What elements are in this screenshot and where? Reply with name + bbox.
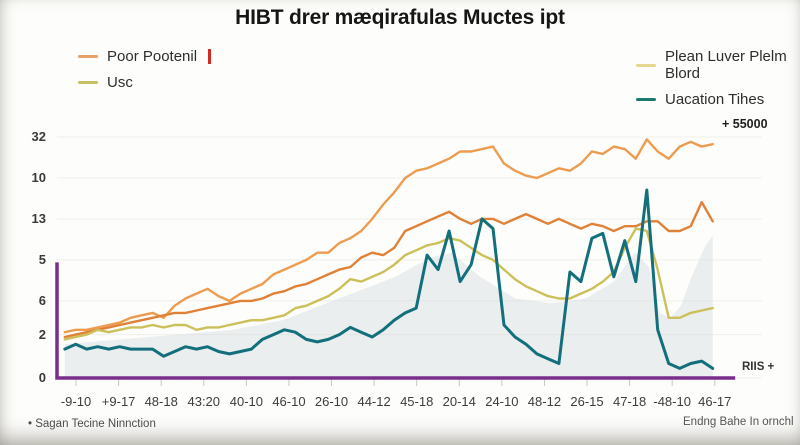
legend-item: Plean Luver Plelm Blord (636, 48, 800, 82)
legend-left: Poor Pootenil Usc (78, 48, 212, 91)
legend-label: Plean Luver Plelm Blord (665, 48, 787, 82)
footnote-right: Endng Bahe In ornchl (683, 416, 794, 428)
legend-swatch (78, 81, 98, 84)
legend-label: Usc (107, 74, 133, 91)
legend-item: Usc (78, 74, 211, 91)
series-line-poor-pootenil (63, 138, 714, 334)
x-tick-label: 26-15 (570, 394, 604, 409)
area-fill (64, 235, 713, 378)
legend-label: Uacation Tihes (665, 91, 765, 108)
annotation-axis-end: RIIS + (742, 361, 775, 373)
x-tick-label: -9-10 (60, 394, 92, 409)
legend-swatch (636, 98, 656, 101)
x-tick-label: 47-18 (612, 394, 647, 409)
x-tick-label: 26-10 (314, 394, 349, 409)
red-caret-mark (208, 49, 212, 64)
y-tick-label: 13 (31, 210, 46, 226)
x-tick-label: -48-10 (653, 394, 691, 409)
footnote-left: • Sagan Tecine Ninnction (28, 418, 156, 430)
y-tick-label: 5 (38, 251, 46, 267)
series-line-uacation-tihes (63, 188, 715, 370)
annotation-top-right: + 55000 (722, 117, 768, 131)
x-tick-label: 44-12 (357, 394, 391, 409)
y-tick-label: 2 (38, 326, 46, 342)
y-tick-label: 0 (38, 370, 46, 385)
y-tick-label: 10 (31, 169, 46, 185)
chart-title: HIBT drer mæqirafulas Muctes ipt (235, 6, 565, 29)
x-tick-label: 48-18 (144, 394, 178, 409)
legend-item: Poor Pootenil (78, 48, 212, 65)
y-tick-label: 6 (38, 292, 46, 308)
legend-swatch (636, 63, 656, 67)
x-tick-label: 20-14 (442, 394, 476, 409)
y-tick-label: 32 (31, 129, 46, 144)
x-tick-label: +9-17 (101, 394, 136, 409)
x-tick-label: 48-12 (527, 394, 562, 409)
legend-item: Uacation Tihes (636, 91, 800, 108)
axis-spine (55, 262, 736, 380)
x-tick-label: 46-10 (272, 394, 306, 409)
x-tick-label: 43:20 (187, 394, 221, 409)
x-tick-label: 46-17 (698, 394, 732, 409)
x-tick-label: 24-10 (485, 394, 519, 409)
legend-right: Plean Luver Plelm Blord Uacation Tihes (636, 48, 800, 108)
x-tick-label: 40-10 (229, 394, 263, 409)
legend-label: Poor Pootenil (107, 48, 198, 65)
x-tick-label: 45-18 (400, 394, 434, 409)
series-line-usc (63, 200, 714, 339)
legend-swatch (78, 55, 98, 58)
series-line-plean-luver-plelm-blord (63, 227, 714, 341)
